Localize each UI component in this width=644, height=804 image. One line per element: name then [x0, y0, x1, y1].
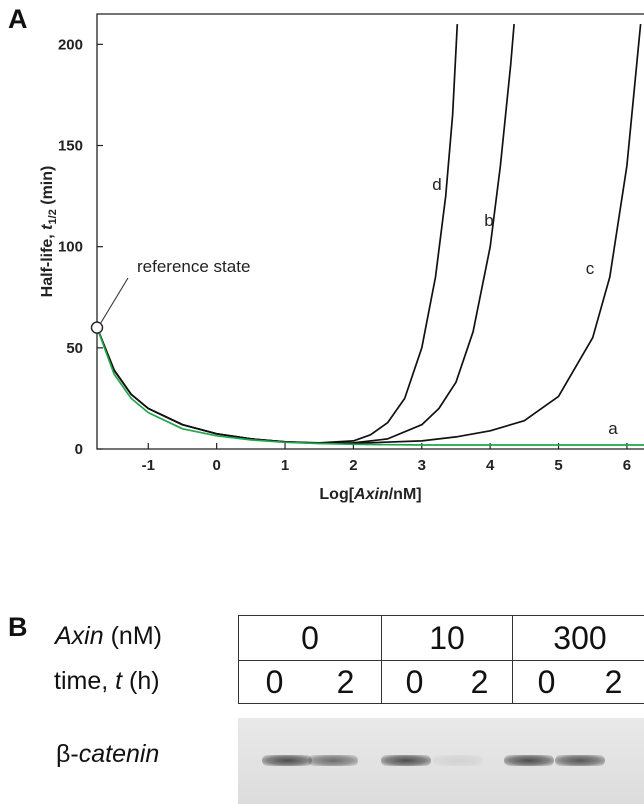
- chart-curves: [96, 24, 644, 446]
- chart-labels: Log[Axin/nM] Half-life, t1/2 (min) a d b c ref…: [39, 166, 618, 503]
- time-row-label: time, t (h): [54, 667, 160, 696]
- axin-row-label: Axin (nM): [55, 622, 162, 651]
- time-label-italic: t: [115, 667, 123, 695]
- curve-label-b: b: [484, 211, 493, 230]
- curve-d: [96, 24, 459, 444]
- time-value: 2: [470, 663, 489, 700]
- time-value: 0: [405, 663, 424, 700]
- curve-c: [96, 24, 642, 445]
- axin-value-cell: 10: [381, 615, 513, 661]
- gel-band: [504, 755, 554, 766]
- gel-band: [381, 755, 431, 766]
- curve-label-c: c: [586, 259, 595, 278]
- reference-state-marker: [90, 321, 104, 334]
- axin-label-italic: Axin: [55, 622, 104, 650]
- x-tick-label: 6: [623, 457, 631, 474]
- protein-row-label: β-catenin: [56, 740, 159, 769]
- gel-band: [308, 755, 358, 766]
- y-tick-label: 50: [66, 340, 83, 357]
- x-tick-label: 0: [212, 457, 220, 474]
- chart-axes: -1 0 1 2 3 4 5 6 0 50 100 150 200: [58, 13, 644, 474]
- y-tick-label: 100: [58, 239, 83, 256]
- x-tick-label: -1: [142, 457, 155, 474]
- time-value: 2: [604, 663, 623, 700]
- time-value: 0: [265, 663, 284, 700]
- axin-value-cell: 300: [512, 615, 644, 661]
- x-tick-label: 3: [418, 457, 426, 474]
- x-tick-label: 1: [281, 457, 289, 474]
- reference-state-label: reference state: [137, 257, 250, 276]
- time-label-unit: (h): [122, 667, 160, 695]
- curve-label-d: d: [432, 175, 441, 194]
- gel-band: [555, 755, 605, 766]
- time-value: 0: [537, 663, 556, 700]
- axin-row: 0 10 300: [238, 615, 644, 661]
- reference-leader-line: [100, 277, 129, 323]
- curve-label-a: a: [608, 419, 618, 438]
- y-axis-title: Half-life, t1/2 (min): [39, 166, 59, 298]
- x-tick-label: 2: [349, 457, 357, 474]
- protein-label-prefix: β-: [56, 740, 79, 768]
- gel-band: [433, 755, 483, 766]
- half-life-chart: -1 0 1 2 3 4 5 6 0 50 100 150 200 Log[Axin/nM] Half-l…: [39, 13, 644, 503]
- curve-a: [96, 327, 644, 446]
- y-tick-label: 200: [58, 36, 83, 53]
- axin-value-cell: 0: [238, 615, 382, 661]
- panel-a-letter: A: [8, 4, 28, 34]
- time-label-prefix: time,: [54, 667, 116, 695]
- protein-label-italic: catenin: [78, 740, 160, 768]
- plot-frame: [96, 13, 644, 450]
- x-tick-label: 4: [486, 457, 495, 474]
- x-tick-label: 5: [554, 457, 562, 474]
- y-tick-label: 150: [58, 138, 83, 155]
- gel-image: [238, 718, 644, 804]
- y-tick-label: 0: [75, 441, 83, 458]
- time-value: 2: [336, 663, 355, 700]
- curve-b: [96, 24, 515, 445]
- x-axis-title: Log[Axin/nM]: [319, 486, 421, 503]
- gel-band: [262, 755, 312, 766]
- panel-b-letter: B: [8, 612, 28, 642]
- axin-label-unit: (nM): [103, 622, 162, 650]
